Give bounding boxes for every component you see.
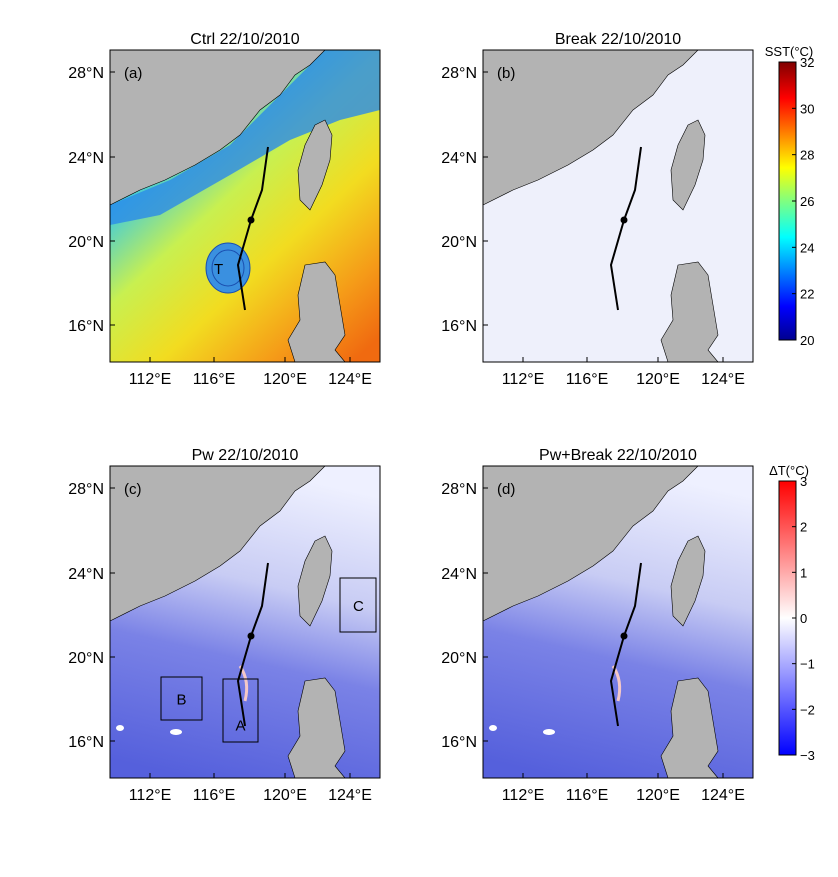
colorbar-tick-label: 0	[800, 611, 807, 626]
typhoon-position-dot	[620, 632, 628, 640]
panel-title: Break 22/10/2010	[555, 31, 681, 48]
x-tick-label: 124°E	[701, 371, 745, 388]
axes-frame	[109, 49, 381, 363]
y-tick-label: 20°N	[441, 650, 477, 667]
axes-frame	[482, 465, 754, 779]
warm-spot	[489, 725, 497, 731]
y-tick-label: 16°N	[441, 734, 477, 751]
land-luzon	[660, 677, 719, 779]
x-tick-label: 116°E	[193, 787, 236, 804]
colorbar-tick-label: 22	[800, 287, 814, 302]
region-box-label: C	[353, 598, 364, 615]
colorbar-tick-label: 3	[800, 474, 807, 489]
panel-title: Ctrl 22/10/2010	[190, 31, 300, 48]
land-mainland	[109, 465, 326, 622]
y-tick-label: 28°N	[68, 481, 104, 498]
region-box-label: B	[177, 692, 187, 709]
y-tick-label: 16°N	[441, 318, 477, 335]
y-tick-label: 16°N	[68, 734, 104, 751]
axes-frame	[109, 465, 381, 779]
cold-wake-contour	[211, 249, 245, 287]
y-tick-label: 28°N	[441, 65, 477, 82]
warm-spot	[543, 729, 555, 735]
colorbar-title: ΔT(°C)	[769, 463, 809, 478]
region-box-A	[222, 678, 259, 743]
x-tick-label: 116°E	[566, 371, 609, 388]
land-luzon	[660, 261, 719, 363]
y-tick-label: 24°N	[68, 566, 104, 583]
colorbar-tick-label: −2	[800, 702, 815, 717]
y-tick-label: 20°N	[68, 650, 104, 667]
panel-label: (d)	[497, 481, 515, 498]
x-tick-label: 116°E	[193, 371, 236, 388]
y-tick-label: 20°N	[68, 234, 104, 251]
x-tick-label: 112°E	[129, 787, 172, 804]
colorbar-tick-label: −1	[800, 657, 815, 672]
y-tick-label: 20°N	[441, 234, 477, 251]
typhoon-position-dot	[620, 216, 628, 224]
region-box-B	[160, 676, 203, 721]
colorbar-tick-label: 20	[800, 333, 814, 348]
axes-frame	[482, 49, 754, 363]
map-panel: (b) Break 22/10/2010 112°E 116°E 120°E 124°E 2…	[441, 31, 754, 388]
land-taiwan	[297, 535, 333, 627]
panel-label: (c)	[124, 481, 142, 498]
land-luzon	[287, 677, 346, 779]
cold-coastal-water	[110, 50, 380, 225]
x-tick-label: 112°E	[502, 371, 545, 388]
region-box-C	[339, 577, 377, 633]
land-taiwan	[670, 119, 706, 211]
y-tick-label: 28°N	[441, 481, 477, 498]
land-taiwan	[297, 119, 333, 211]
y-tick-label: 24°N	[441, 150, 477, 167]
x-tick-label: 120°E	[263, 787, 307, 804]
land-luzon	[287, 261, 346, 363]
x-tick-label: 112°E	[502, 787, 545, 804]
x-tick-label: 120°E	[636, 371, 680, 388]
x-tick-label: 124°E	[328, 371, 372, 388]
x-tick-label: 124°E	[701, 787, 745, 804]
y-tick-label: 24°N	[441, 566, 477, 583]
map-panel: T (a) Ctrl 22/10/2010 112°E 116°E 120°E 124°E 2…	[68, 31, 381, 388]
colorbar-tick-label: 26	[800, 194, 814, 209]
warm-spot	[116, 725, 124, 731]
land-mainland	[109, 49, 326, 206]
map-panel: A B C (c) Pw 22/10/2010 112°E 116°E 120°E 124°E 2…	[68, 447, 381, 804]
land-mainland	[482, 465, 699, 622]
panel-label: (b)	[497, 65, 515, 82]
region-box-label: A	[236, 718, 246, 735]
panel-title: Pw 22/10/2010	[192, 447, 299, 464]
colorbar-tick-label: 32	[800, 55, 814, 70]
y-tick-label: 28°N	[68, 65, 104, 82]
x-tick-label: 120°E	[636, 787, 680, 804]
colorbar-tick-label: 1	[800, 565, 807, 580]
land-taiwan	[670, 535, 706, 627]
warm-spot	[170, 729, 182, 735]
panel-title: Pw+Break 22/10/2010	[539, 447, 697, 464]
colorbar-tick-label: −3	[800, 748, 815, 763]
colorbar: SST(°C)32 30 28 26 24 22 20	[765, 44, 815, 348]
colorbar-tick-label: 2	[800, 520, 807, 535]
x-tick-label: 116°E	[566, 787, 609, 804]
colorbar-tick-label: 30	[800, 101, 814, 116]
panel-label: (a)	[124, 65, 142, 82]
x-tick-label: 124°E	[328, 787, 372, 804]
x-tick-label: 112°E	[129, 371, 172, 388]
colorbar-tick-label: 28	[800, 148, 814, 163]
x-tick-label: 120°E	[263, 371, 307, 388]
y-tick-label: 16°N	[68, 318, 104, 335]
colorbar-tick-label: 24	[800, 240, 814, 255]
typhoon-position-dot	[247, 216, 255, 224]
typhoon-marker-label: T	[214, 261, 223, 278]
land-mainland	[482, 49, 699, 206]
y-tick-label: 24°N	[68, 150, 104, 167]
colorbar: ΔT(°C)3 2 1 0 −1 −2 −3	[769, 463, 815, 763]
typhoon-position-dot	[247, 632, 255, 640]
map-panel: (d) Pw+Break 22/10/2010 112°E 116°E 120°E 124…	[441, 447, 754, 804]
colorbar-title: SST(°C)	[765, 44, 814, 59]
